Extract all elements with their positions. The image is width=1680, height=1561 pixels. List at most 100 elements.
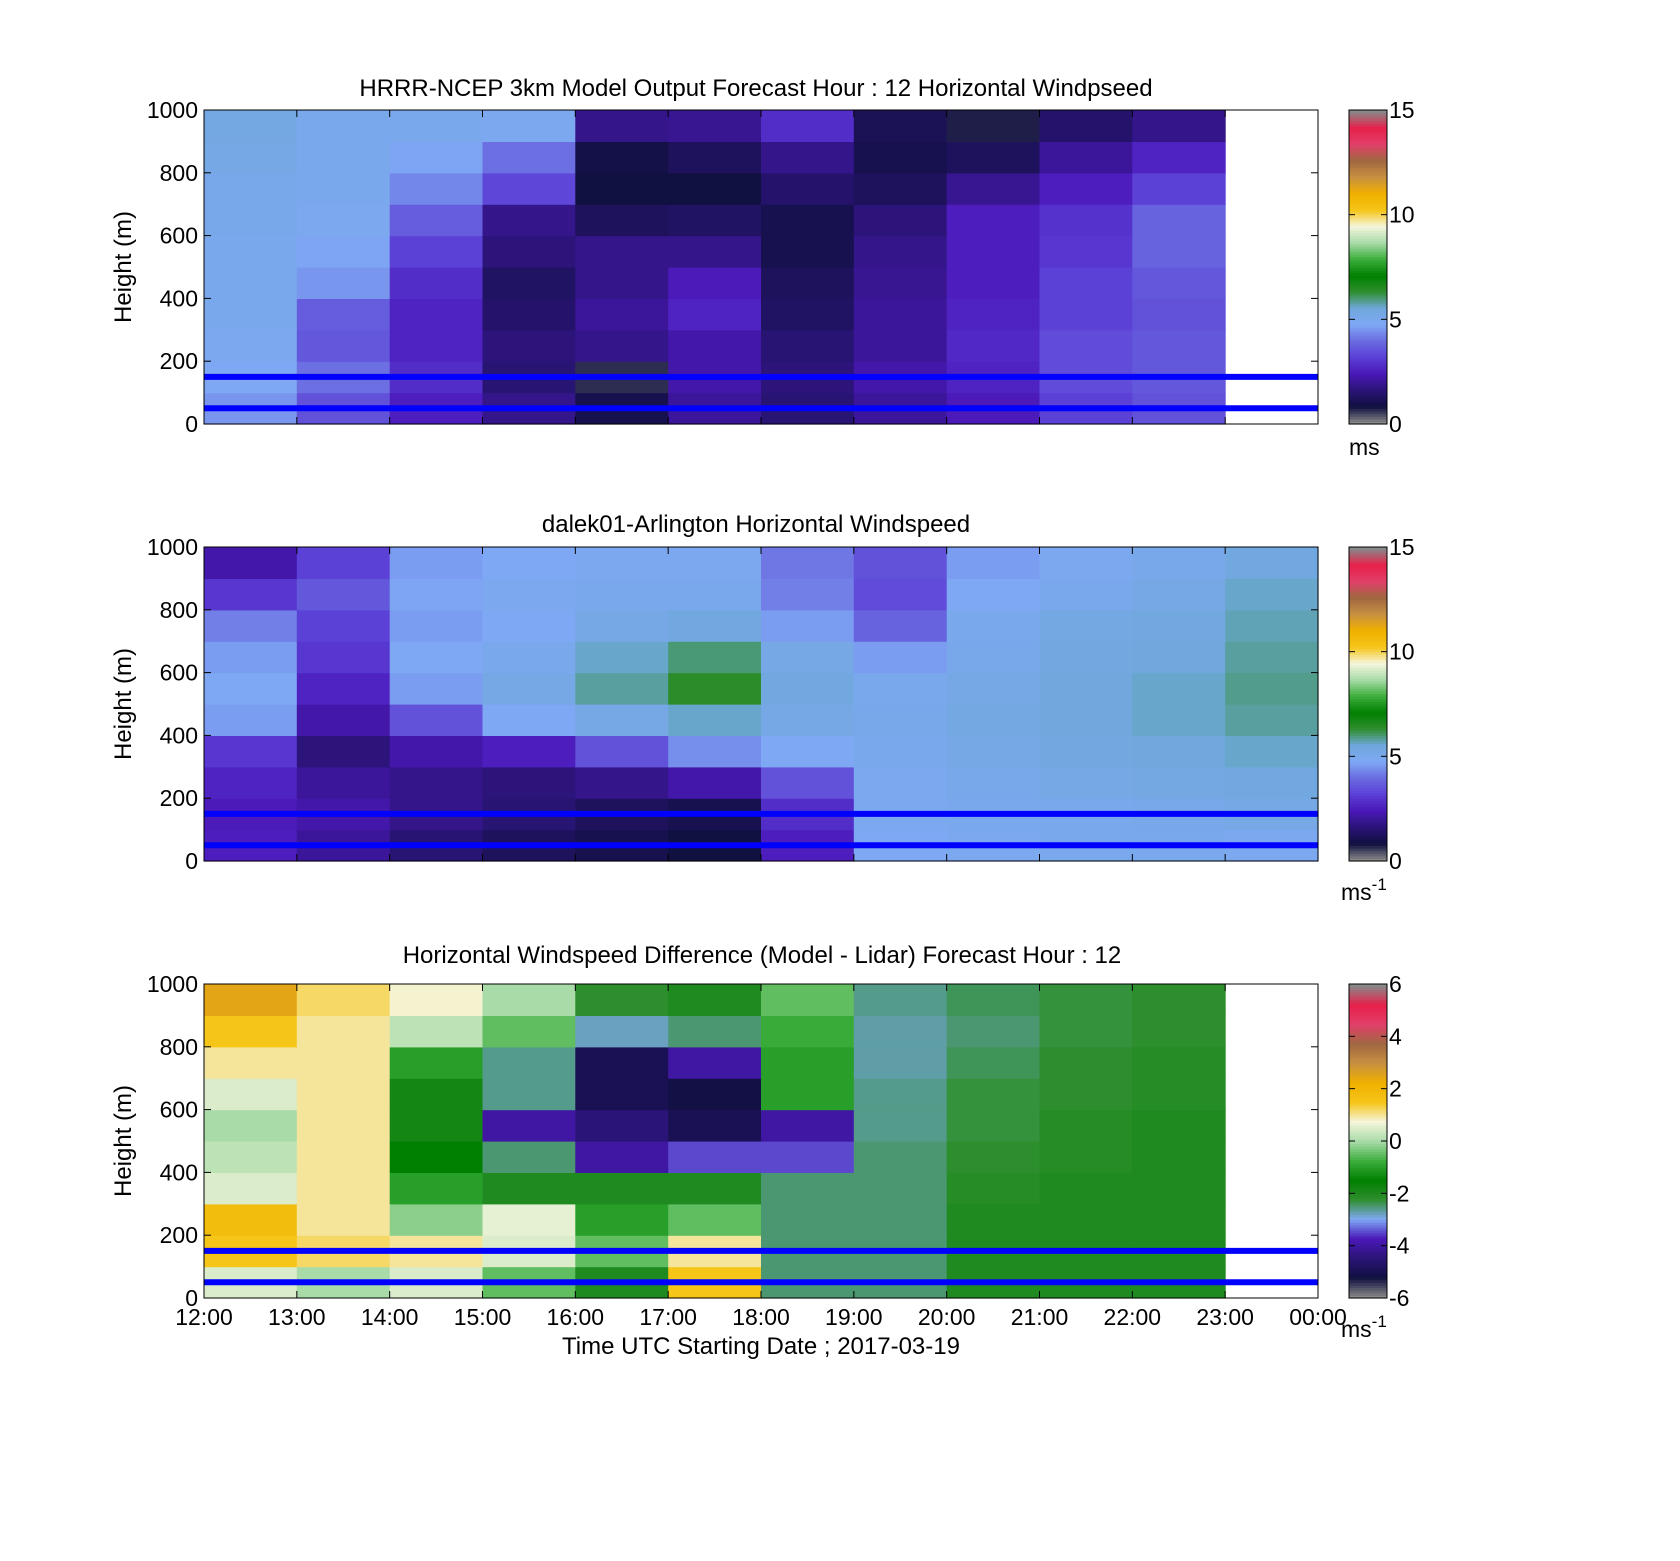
y-tick-label: 200 xyxy=(160,348,198,374)
colorbar-segment xyxy=(1349,633,1387,637)
colorbar-segment xyxy=(1349,811,1387,815)
heatmap-cell xyxy=(761,141,855,174)
heatmap-cell xyxy=(575,735,669,768)
colorbar-segment xyxy=(1349,183,1387,187)
colorbar-segment xyxy=(1349,1114,1387,1119)
colorbar-segment xyxy=(1349,1120,1387,1124)
heatmap-cell xyxy=(296,1141,391,1173)
colorbar-segment xyxy=(1349,261,1387,265)
heatmap-cell xyxy=(1132,641,1226,674)
heatmap-cell xyxy=(946,984,1041,1016)
heatmap-cell xyxy=(946,1203,1041,1236)
colorbar-segment xyxy=(1349,342,1387,347)
colorbar-segment xyxy=(1349,578,1387,582)
colorbar-segment xyxy=(1349,1216,1387,1221)
colorbar-segment xyxy=(1349,120,1387,124)
colorbar-segment xyxy=(1349,316,1387,320)
heatmap-cell xyxy=(853,1078,948,1111)
heatmap-cell xyxy=(204,984,298,1016)
colorbar-segment xyxy=(1349,1127,1387,1132)
colorbar-segment xyxy=(1349,989,1387,993)
heatmap-cell xyxy=(761,1109,855,1142)
colorbar-segment xyxy=(1349,201,1387,205)
colorbar-segment xyxy=(1349,795,1387,799)
colorbar-segment xyxy=(1349,620,1387,624)
heatmap-cell xyxy=(946,141,1041,174)
reference-lines xyxy=(204,810,1318,849)
colorbar-ticks: 0 5 10 15 xyxy=(1349,97,1415,437)
heatmap-cell xyxy=(389,1046,484,1079)
colorbar-segment xyxy=(1349,1028,1387,1032)
colorbar-tick-label: 0 xyxy=(1389,848,1402,874)
heatmap-cell xyxy=(204,641,298,674)
colorbar-segment xyxy=(1349,701,1387,705)
colorbar-segment xyxy=(1349,303,1387,307)
heatmap-cell xyxy=(296,172,391,205)
heatmap-cell xyxy=(761,204,855,237)
heatmap-cell xyxy=(1225,578,1319,611)
colorbar-tick-label: -6 xyxy=(1389,1285,1409,1311)
heatmap-cell xyxy=(1039,1141,1133,1173)
heatmap-cell xyxy=(204,141,298,174)
colorbar-segment xyxy=(1349,1106,1387,1111)
colorbar-segment xyxy=(1349,1161,1387,1166)
panel-title: HRRR-NCEP 3km Model Output Forecast Hour… xyxy=(359,75,1152,102)
colorbar-segment xyxy=(1349,808,1387,812)
heatmap-cell xyxy=(761,1046,855,1079)
heatmap-cell xyxy=(482,1203,576,1236)
colorbar-segment xyxy=(1349,1290,1387,1294)
heatmap-cell xyxy=(946,267,1041,299)
colorbar-segment xyxy=(1349,850,1387,854)
colorbar-segment xyxy=(1349,146,1387,150)
colorbar-segment xyxy=(1349,319,1387,323)
heatmap-cell xyxy=(575,172,669,205)
heatmap-cell xyxy=(1039,1078,1133,1111)
colorbar-segment xyxy=(1349,800,1387,805)
heatmap-cell xyxy=(575,672,669,705)
colorbar-segment xyxy=(1349,358,1387,362)
heatmap-cell xyxy=(575,641,669,674)
colorbar-tick-label: 5 xyxy=(1389,743,1402,769)
heatmap-cell xyxy=(1039,578,1133,611)
colorbar-segment xyxy=(1349,706,1387,710)
colorbar-segment xyxy=(1349,267,1387,271)
heatmap-cell xyxy=(296,735,391,768)
colorbar-segment xyxy=(1349,282,1387,286)
heatmap-cell xyxy=(389,1172,484,1205)
colorbar-segment xyxy=(1349,293,1387,297)
heatmap-cell xyxy=(1039,141,1133,174)
colorbar-segment xyxy=(1349,206,1387,211)
heatmap-cell xyxy=(668,172,762,205)
x-tick-label: 13:00 xyxy=(268,1304,326,1330)
colorbar-segment xyxy=(1349,787,1387,791)
heatmap-cell xyxy=(668,766,762,799)
colorbar-segment xyxy=(1349,1172,1387,1176)
heatmap-cell xyxy=(389,641,484,674)
heatmap-cell xyxy=(853,1046,948,1079)
colorbar-segment xyxy=(1349,1269,1387,1273)
colorbar-segment xyxy=(1349,1054,1387,1058)
heatmap-cell xyxy=(204,1109,298,1142)
colorbar-segment xyxy=(1349,1211,1387,1215)
heatmap-cell xyxy=(668,1109,762,1142)
colorbar-segment xyxy=(1349,1125,1387,1129)
heatmap-cell xyxy=(296,235,391,268)
heatmap-cell xyxy=(853,1203,948,1236)
y-ticks: 0 200 400 600 800 1000 xyxy=(147,534,1318,874)
colorbar-segment xyxy=(1349,1214,1387,1218)
colorbar-segment xyxy=(1349,308,1387,313)
heatmap-cell xyxy=(668,547,762,579)
heatmap-cell xyxy=(296,329,391,362)
colorbar-segment xyxy=(1349,991,1387,996)
heatmap-cell xyxy=(853,1172,948,1205)
colorbar-segment xyxy=(1349,264,1387,268)
heatmap-cell xyxy=(482,110,576,142)
x-tick-marks xyxy=(203,547,1319,861)
heatmap-cell xyxy=(1039,735,1133,768)
colorbar-segment xyxy=(1349,379,1387,383)
colorbar-segment xyxy=(1349,1279,1387,1283)
colorbar-segment xyxy=(1349,717,1387,721)
colorbar-segment xyxy=(1349,327,1387,331)
heatmap-cell xyxy=(1132,1141,1226,1173)
heatmap-cell xyxy=(668,1141,762,1173)
